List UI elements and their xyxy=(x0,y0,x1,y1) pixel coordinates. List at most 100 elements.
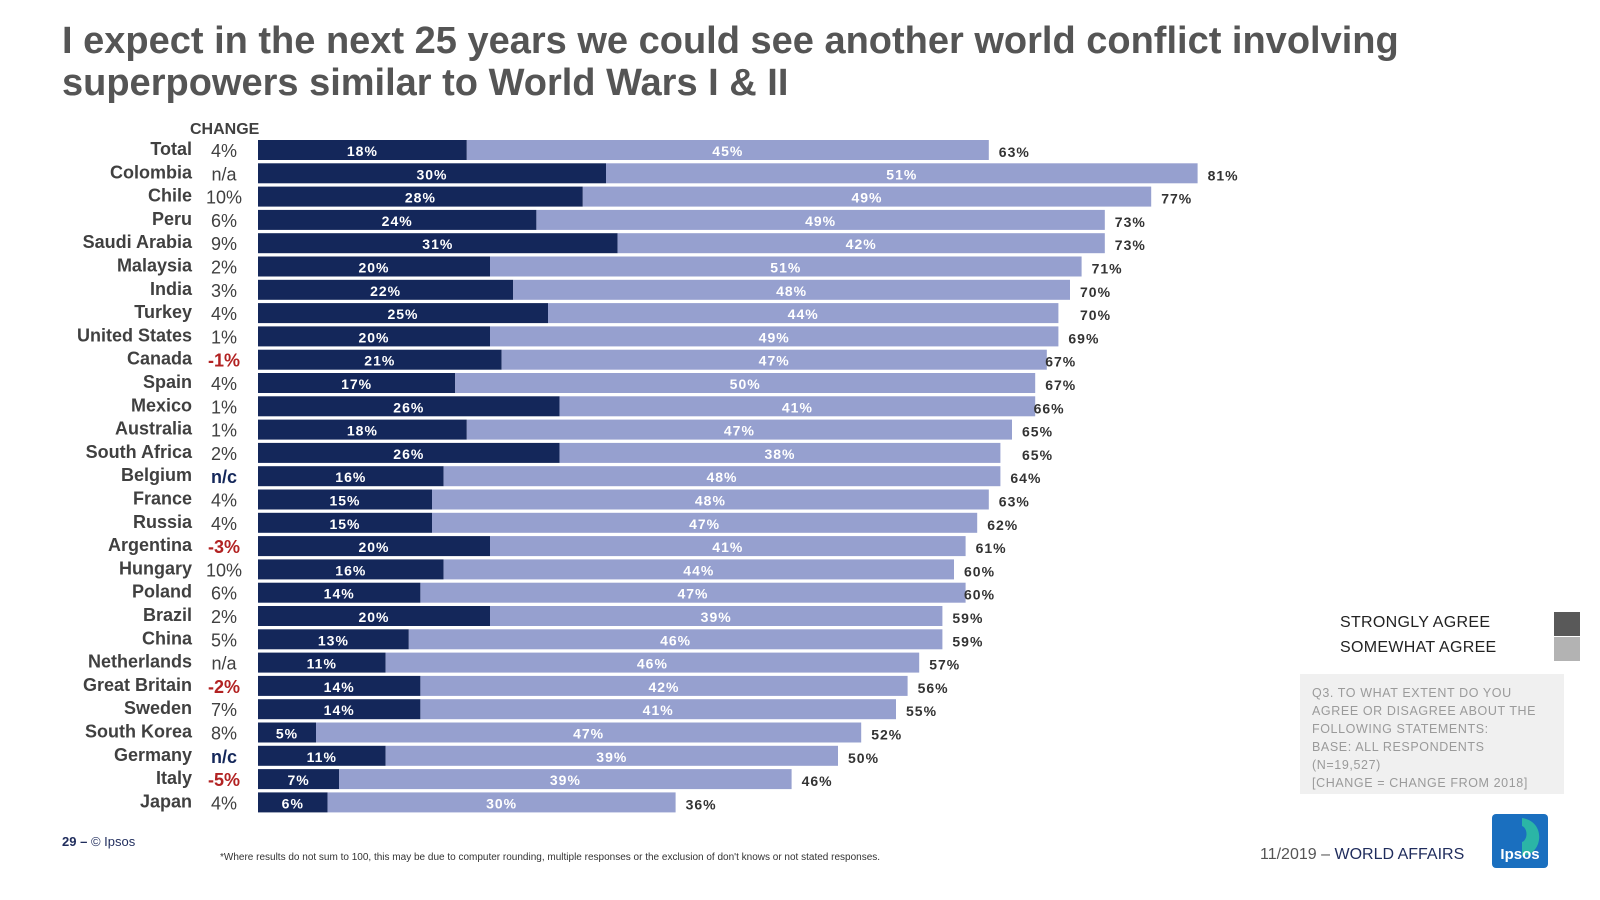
change-value: -2% xyxy=(208,677,240,697)
category-label: Chile xyxy=(148,186,192,206)
category-label: Great Britain xyxy=(83,675,192,695)
legend-item-strongly: STRONGLY AGREE xyxy=(1340,612,1580,637)
data-label-strongly: 26% xyxy=(393,446,424,462)
data-label-strongly: 28% xyxy=(405,190,436,206)
category-label: Argentina xyxy=(108,535,193,555)
data-label-somewhat: 39% xyxy=(596,749,627,765)
bar-somewhat-agree xyxy=(385,745,838,766)
category-label: Italy xyxy=(156,768,192,788)
data-label-total: 55% xyxy=(906,703,937,719)
copyright: © Ipsos xyxy=(90,834,136,849)
change-column-header: CHANGE xyxy=(190,121,260,138)
category-label: South Korea xyxy=(85,722,193,742)
bar-somewhat-agree xyxy=(559,442,1001,463)
change-value: -3% xyxy=(208,537,240,557)
data-label-somewhat: 44% xyxy=(683,562,714,578)
note-line: Q3. TO WHAT EXTENT DO YOU xyxy=(1312,686,1512,700)
question-note: Q3. TO WHAT EXTENT DO YOU AGREE OR DISAG… xyxy=(1300,674,1564,794)
category-label: Colombia xyxy=(110,162,193,182)
bar-strongly-agree xyxy=(258,256,490,277)
bar-strongly-agree xyxy=(258,419,467,440)
data-label-somewhat: 51% xyxy=(886,166,917,182)
data-label-strongly: 13% xyxy=(318,632,349,648)
data-label-total: 65% xyxy=(1022,424,1053,440)
data-label-total: 73% xyxy=(1115,237,1146,253)
data-label-strongly: 7% xyxy=(287,772,309,788)
category-label: Saudi Arabia xyxy=(83,232,193,252)
change-value: 8% xyxy=(211,724,237,744)
category-label: Turkey xyxy=(134,302,192,322)
logo-swoosh xyxy=(1522,818,1540,856)
change-value: 2% xyxy=(211,607,237,627)
change-value: n/c xyxy=(211,467,237,487)
data-label-total: 67% xyxy=(1045,354,1076,370)
bar-somewhat-agree xyxy=(432,489,989,510)
change-value: 4% xyxy=(211,793,237,813)
change-value: 2% xyxy=(211,444,237,464)
footer-section: 11/2019 – WORLD AFFAIRS xyxy=(1260,846,1464,864)
bar-strongly-agree xyxy=(258,489,432,510)
data-label-somewhat: 49% xyxy=(805,213,836,229)
data-label-somewhat: 47% xyxy=(759,353,790,369)
bar-somewhat-agree xyxy=(327,792,676,813)
data-label-total: 52% xyxy=(871,727,902,743)
bar-somewhat-agree xyxy=(420,582,966,603)
data-label-somewhat: 46% xyxy=(637,656,668,672)
bar-somewhat-agree xyxy=(466,140,989,160)
change-value: 7% xyxy=(211,700,237,720)
page-number: 29 xyxy=(62,834,77,849)
data-label-strongly: 5% xyxy=(276,726,298,742)
bar-somewhat-agree xyxy=(548,303,1059,324)
section-name: WORLD AFFAIRS xyxy=(1334,846,1465,863)
data-label-strongly: 11% xyxy=(307,749,337,765)
category-label: Sweden xyxy=(124,698,192,718)
stacked-bar-chart: Total 4% 18% 45% 63% Colombia n/a 30% 51% 81% Chil… xyxy=(77,139,1238,813)
report-date: 11/2019 xyxy=(1260,846,1317,863)
change-value: n/a xyxy=(211,654,237,674)
bar-somewhat-agree xyxy=(443,466,1001,487)
bar-somewhat-agree xyxy=(420,699,896,720)
bar-somewhat-agree xyxy=(513,279,1070,300)
change-value: 4% xyxy=(211,491,237,511)
change-value: 10% xyxy=(206,560,242,580)
bar-somewhat-agree xyxy=(606,163,1198,184)
change-value: 5% xyxy=(211,630,237,650)
change-value: 4% xyxy=(211,514,237,534)
bar-somewhat-agree xyxy=(501,349,1047,370)
legend-label: SOMEWHAT AGREE xyxy=(1340,639,1497,656)
data-label-total: 71% xyxy=(1092,261,1123,277)
bar-somewhat-agree xyxy=(339,769,792,790)
data-label-strongly: 20% xyxy=(358,260,389,276)
data-label-strongly: 11% xyxy=(307,656,337,672)
data-label-somewhat: 48% xyxy=(776,283,807,299)
data-label-strongly: 16% xyxy=(335,469,366,485)
data-label-somewhat: 51% xyxy=(770,260,801,276)
bar-strongly-agree xyxy=(258,303,548,324)
data-label-total: 69% xyxy=(1068,330,1099,346)
data-label-total: 59% xyxy=(952,610,983,626)
page-separator: – xyxy=(80,834,88,849)
bar-strongly-agree xyxy=(258,559,444,580)
category-label: Brazil xyxy=(143,605,192,625)
data-label-somewhat: 44% xyxy=(788,306,819,322)
category-label: Germany xyxy=(114,745,192,765)
data-label-total: 73% xyxy=(1115,214,1146,230)
change-value: n/a xyxy=(211,164,237,184)
category-label: United States xyxy=(77,325,192,345)
bar-somewhat-agree xyxy=(466,419,1012,440)
bar-strongly-agree xyxy=(258,536,490,557)
data-label-strongly: 14% xyxy=(324,679,355,695)
data-label-strongly: 20% xyxy=(358,329,389,345)
category-label: China xyxy=(142,628,193,648)
note-line: (N=19,527) xyxy=(1312,758,1381,772)
bar-strongly-agree xyxy=(258,699,421,720)
data-label-strongly: 22% xyxy=(370,283,401,299)
data-label-strongly: 17% xyxy=(341,376,372,392)
note-line: [CHANGE = CHANGE FROM 2018] xyxy=(1312,776,1528,790)
data-label-strongly: 24% xyxy=(382,213,413,229)
data-label-somewhat: 47% xyxy=(724,423,755,439)
data-label-somewhat: 48% xyxy=(706,469,737,485)
note-line: AGREE OR DISAGREE ABOUT THE xyxy=(1312,704,1537,718)
change-value: 9% xyxy=(211,234,237,254)
change-value: 1% xyxy=(211,397,237,417)
